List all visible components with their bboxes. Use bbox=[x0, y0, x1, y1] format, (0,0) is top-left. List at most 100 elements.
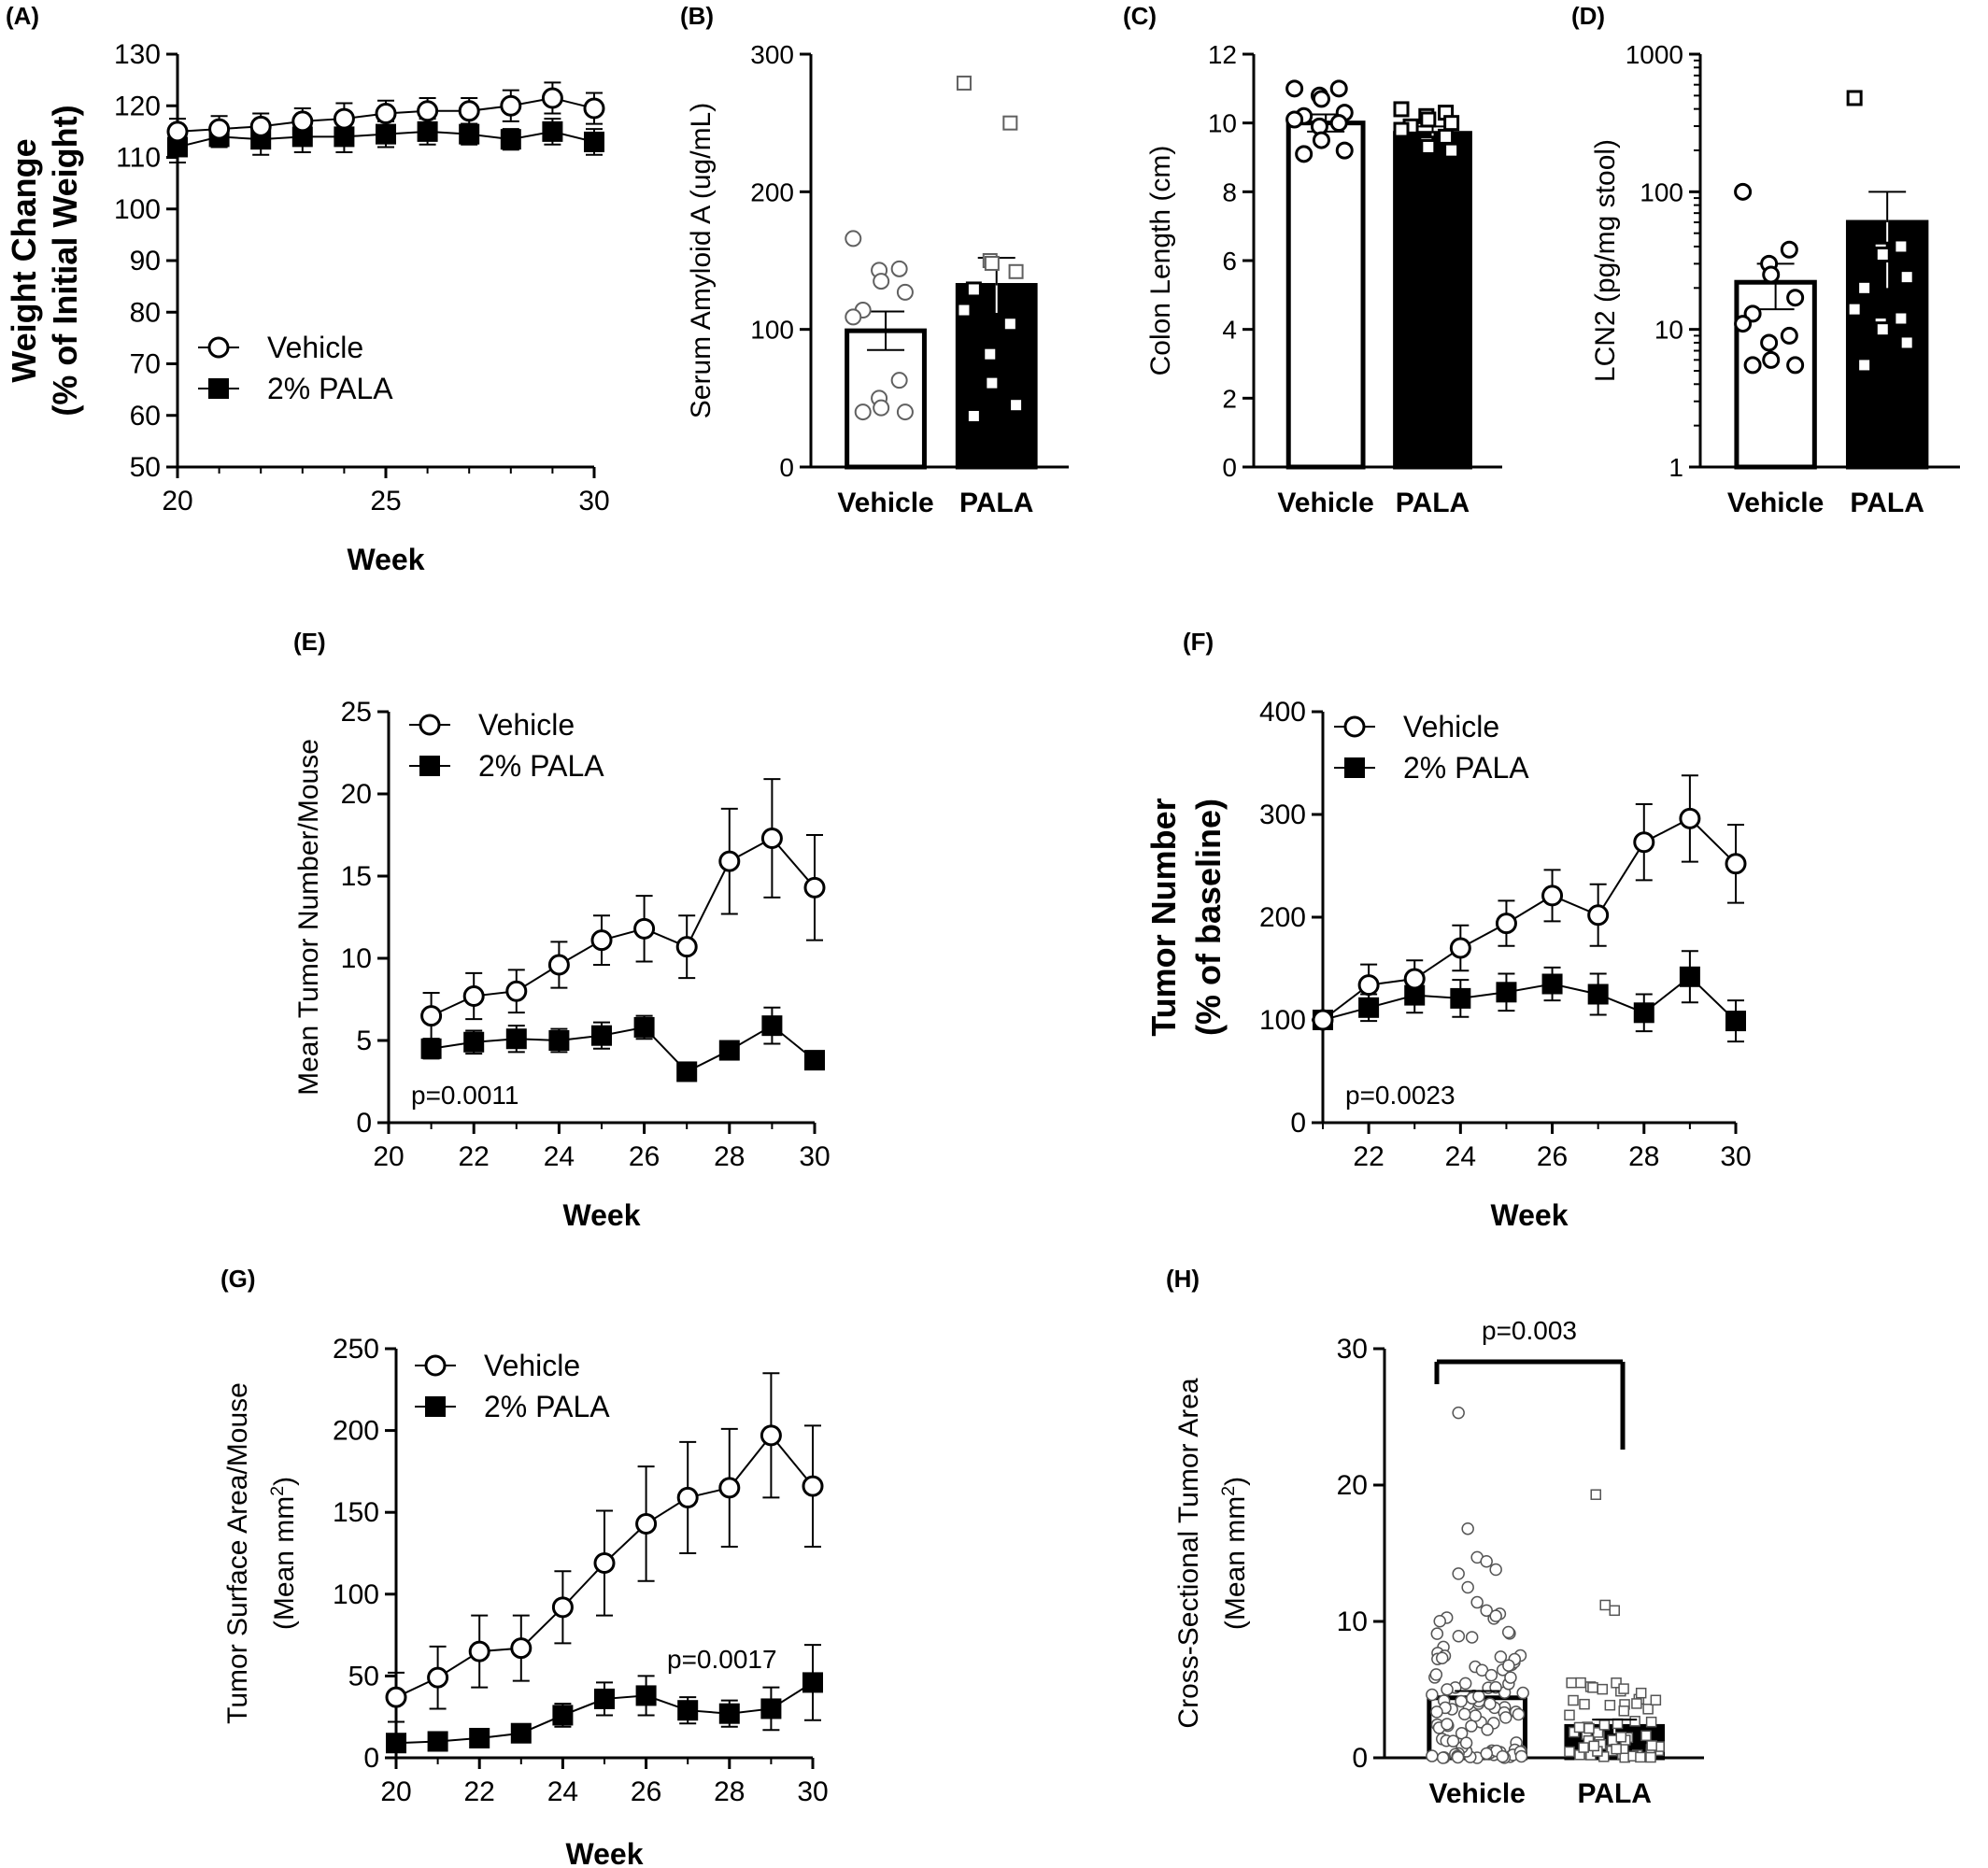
y-tick-label: 10 bbox=[1654, 316, 1683, 345]
bar-group-pala bbox=[1845, 90, 1929, 470]
data-point bbox=[1587, 1682, 1598, 1693]
data-point bbox=[804, 1050, 825, 1071]
data-point bbox=[1329, 79, 1348, 98]
data-point bbox=[1450, 987, 1471, 1009]
data-point bbox=[984, 375, 1001, 391]
data-point bbox=[982, 346, 999, 362]
series-line bbox=[431, 1024, 816, 1073]
panel-h-label: (H) bbox=[1166, 1265, 1200, 1293]
data-point bbox=[420, 1005, 443, 1027]
data-point bbox=[547, 954, 570, 976]
data-point bbox=[1426, 1688, 1439, 1702]
series-line bbox=[431, 837, 816, 1017]
data-point bbox=[291, 110, 314, 133]
data-point bbox=[1541, 884, 1564, 907]
legend-marker bbox=[419, 756, 440, 776]
data-point bbox=[1780, 240, 1798, 259]
data-point bbox=[803, 876, 826, 899]
y-tick-label: 0 bbox=[363, 1743, 379, 1774]
y-tick-label: 70 bbox=[130, 349, 161, 380]
data-point bbox=[1443, 142, 1460, 159]
panel-e-label: (E) bbox=[293, 628, 326, 656]
data-point bbox=[676, 1061, 698, 1083]
panel-b-label: (B) bbox=[680, 2, 714, 30]
data-point bbox=[510, 1637, 532, 1660]
data-point bbox=[1449, 937, 1471, 959]
series-vehicle bbox=[420, 778, 826, 1040]
data-point bbox=[1874, 321, 1891, 338]
data-point bbox=[873, 399, 890, 417]
data-point bbox=[583, 97, 605, 120]
x-tick-label: 28 bbox=[714, 1776, 745, 1807]
data-point bbox=[1420, 111, 1437, 128]
y-tick-label: 2 bbox=[1222, 384, 1237, 413]
data-point bbox=[1008, 263, 1024, 279]
panel-d-ylabel: LCN2 (pg/mg stool) bbox=[1590, 139, 1621, 382]
data-point bbox=[376, 123, 396, 145]
data-point bbox=[1496, 982, 1517, 1003]
y-tick-label: 100 bbox=[114, 194, 161, 225]
y-tick-label: 0 bbox=[1290, 1108, 1306, 1139]
data-point bbox=[1893, 310, 1910, 327]
panel-d: (D) 1 10 100 1000 LCN2 (pg/mg stool) Vehicle P… bbox=[1571, 2, 1960, 518]
panel-g-label: (G) bbox=[220, 1265, 256, 1293]
data-point bbox=[845, 308, 862, 326]
bar bbox=[1393, 131, 1472, 470]
panel-h-pvalue: p=0.003 bbox=[1482, 1316, 1577, 1345]
data-point bbox=[1874, 247, 1891, 263]
data-point bbox=[1633, 1002, 1654, 1024]
data-point bbox=[635, 1512, 658, 1535]
data-point bbox=[1573, 1721, 1585, 1734]
y-tick-label: 100 bbox=[1259, 1005, 1306, 1036]
panel-g: (G) p=0.0017 0 50 100 150 200 250 20 22 24 26 28 30… bbox=[220, 1265, 829, 1868]
data-point bbox=[1598, 1719, 1611, 1731]
bar-group-pala bbox=[1393, 101, 1472, 470]
data-point bbox=[1566, 1677, 1577, 1689]
data-point bbox=[1494, 1650, 1508, 1663]
data-point bbox=[505, 980, 528, 1002]
data-point bbox=[548, 1030, 570, 1051]
y-tick-label: 200 bbox=[333, 1416, 379, 1447]
data-point bbox=[1590, 1489, 1601, 1500]
series-pala bbox=[1313, 950, 1746, 1043]
data-point bbox=[1470, 1595, 1484, 1609]
data-point bbox=[1426, 1749, 1439, 1762]
panel-g-xlabel: Week bbox=[565, 1837, 643, 1868]
data-point bbox=[1465, 1631, 1479, 1644]
y-tick-label: 300 bbox=[1259, 800, 1306, 830]
data-point bbox=[500, 129, 521, 150]
y-tick-label: 10 bbox=[1337, 1606, 1368, 1637]
data-point bbox=[1329, 114, 1348, 133]
data-point bbox=[675, 936, 698, 958]
data-point bbox=[1393, 101, 1410, 118]
x-tick-label: 20 bbox=[373, 1141, 404, 1172]
data-point bbox=[1588, 1740, 1600, 1752]
data-point bbox=[1615, 1732, 1627, 1743]
data-point bbox=[760, 1424, 782, 1447]
legend-marker bbox=[424, 1354, 447, 1377]
series-pala bbox=[386, 1644, 823, 1754]
data-point bbox=[1635, 1687, 1647, 1699]
data-point bbox=[1459, 1736, 1473, 1749]
panel-b-ylabel: Serum Amyloid A (ug/mL) bbox=[686, 103, 717, 418]
data-point bbox=[1465, 1719, 1478, 1733]
data-point bbox=[1002, 115, 1018, 131]
x-tick-label: 26 bbox=[629, 1141, 660, 1172]
series-line bbox=[1322, 975, 1737, 1022]
panel-g-ylabel: (Mean mm2) bbox=[267, 1477, 300, 1630]
legend-label: 2% PALA bbox=[478, 749, 604, 783]
data-point bbox=[1646, 1740, 1657, 1751]
data-point bbox=[984, 255, 1000, 271]
data-point bbox=[500, 94, 522, 117]
data-point bbox=[1642, 1704, 1654, 1715]
panel-c-label: (C) bbox=[1123, 2, 1157, 30]
data-point bbox=[1461, 1521, 1474, 1535]
y-tick-label: 12 bbox=[1208, 40, 1237, 69]
panel-d-label: (D) bbox=[1571, 2, 1605, 30]
series-vehicle bbox=[385, 1372, 824, 1723]
panel-h-ylabel: Cross-Sectional Tumor Area bbox=[1173, 1378, 1204, 1728]
data-point bbox=[1512, 1707, 1526, 1721]
data-point bbox=[1446, 1734, 1460, 1748]
data-point bbox=[1451, 1750, 1465, 1764]
data-point bbox=[1846, 301, 1863, 318]
